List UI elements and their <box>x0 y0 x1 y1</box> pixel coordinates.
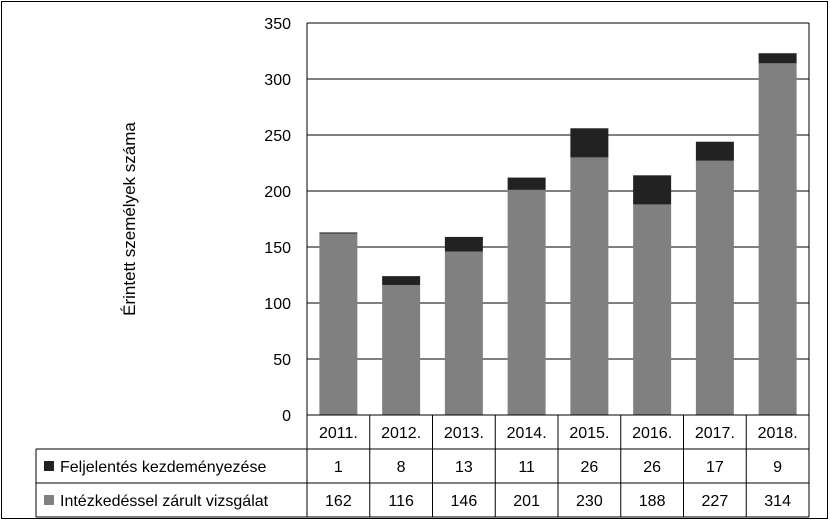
x-tick-label: 2013. <box>444 425 484 442</box>
bar-segment-report <box>695 141 734 161</box>
legend-swatch <box>44 461 54 471</box>
bar-segment-closed <box>444 251 483 415</box>
y-tick-label: 250 <box>264 128 291 145</box>
bar-segment-report <box>758 53 797 64</box>
x-tick-label: 2014. <box>507 425 547 442</box>
data-table-value: 188 <box>639 493 666 510</box>
bar-segment-report <box>507 177 546 190</box>
y-tick-label: 350 <box>264 16 291 33</box>
y-tick-label: 0 <box>282 408 291 425</box>
x-tick-label: 2016. <box>632 425 672 442</box>
data-table-value: 9 <box>773 459 782 476</box>
y-tick-label: 150 <box>264 240 291 257</box>
legend-label: Feljelentés kezdeményezése <box>60 459 266 476</box>
data-table-value: 230 <box>576 493 603 510</box>
data-table-value: 201 <box>513 493 540 510</box>
data-table-value: 1 <box>334 459 343 476</box>
x-tick-label: 2012. <box>381 425 421 442</box>
legend-swatch <box>44 495 54 505</box>
bar-segment-report <box>444 236 483 252</box>
y-tick-label: 50 <box>273 352 291 369</box>
bar-segment-closed <box>758 63 797 415</box>
data-table-value: 314 <box>764 493 791 510</box>
x-tick-label: 2015. <box>569 425 609 442</box>
data-table-value: 13 <box>455 459 473 476</box>
bar-segment-closed <box>570 157 609 415</box>
bar-segment-report <box>319 232 358 234</box>
data-table-value: 26 <box>580 459 598 476</box>
data-table-value: 162 <box>325 493 352 510</box>
y-axis-label: Érintett személyek száma <box>120 122 139 316</box>
data-table-value: 26 <box>643 459 661 476</box>
y-tick-label: 200 <box>264 184 291 201</box>
data-table-value: 11 <box>518 459 535 476</box>
data-table-value: 17 <box>706 459 724 476</box>
bar-segment-report <box>382 276 421 286</box>
data-table-value: 227 <box>702 493 729 510</box>
y-tick-label: 300 <box>264 72 291 89</box>
bar-segment-closed <box>695 160 734 415</box>
bar-segment-report <box>570 128 609 158</box>
y-tick-label: 100 <box>264 296 291 313</box>
bar-segment-closed <box>382 285 421 415</box>
x-tick-label: 2011. <box>319 425 358 442</box>
data-table-value: 146 <box>451 493 478 510</box>
x-tick-label: 2018. <box>758 425 798 442</box>
bar-segment-closed <box>633 204 672 415</box>
bar-segment-closed <box>319 233 358 415</box>
data-table-value: 8 <box>397 459 406 476</box>
data-table-value: 116 <box>388 493 414 510</box>
legend-label: Intézkedéssel zárult vizsgálat <box>60 493 269 510</box>
x-tick-label: 2017. <box>695 425 735 442</box>
bar-segment-closed <box>507 189 546 415</box>
bar-segment-report <box>633 175 672 205</box>
